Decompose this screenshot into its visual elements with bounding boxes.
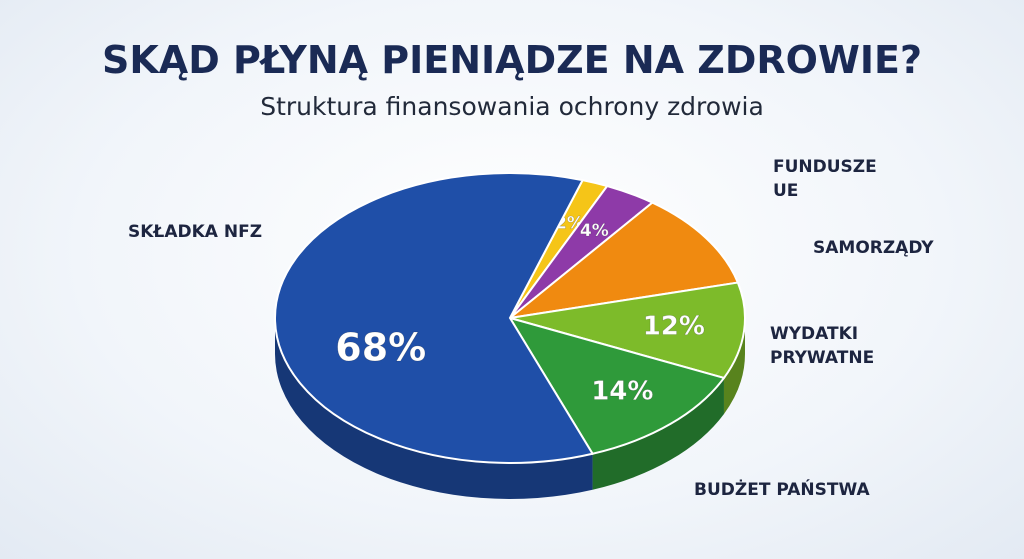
value-label: 4% (580, 221, 609, 241)
pie-slice (509, 281, 746, 380)
pie-slice (274, 172, 595, 464)
category-label: FUNDUSZE UE (773, 157, 877, 201)
value-label: 12% (643, 312, 705, 342)
chart-title: SKĄD PŁYNĄ PIENIĄDZE NA ZDROWIE? (101, 38, 923, 82)
pie-slice (506, 201, 740, 320)
chart-subtitle: Struktura finansowania ochrony zdrowia (260, 92, 764, 121)
category-label: SAMORZĄDY (813, 238, 934, 258)
category-label: BUDŻET PAŃSTWA (694, 480, 870, 500)
slice-side (723, 318, 745, 414)
category-label: WYDATKI PRYWATNE (770, 324, 875, 368)
value-label: 14% (591, 377, 653, 407)
pie-slice (507, 316, 726, 455)
category-label: SKŁADKA NFZ (128, 222, 263, 242)
value-label: 68% (335, 325, 426, 369)
slice-side (592, 377, 724, 490)
slice-side (275, 318, 593, 499)
